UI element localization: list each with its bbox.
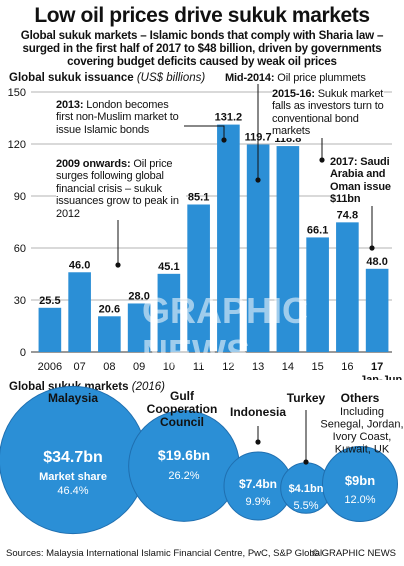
market-share-label: Market share <box>39 471 107 483</box>
annotation-2017: 2017: Saudi Arabia and Oman issue $11bn <box>330 156 400 206</box>
market-value: $19.6bn <box>158 447 210 463</box>
market-value: $7.4bn <box>239 477 277 491</box>
x-tick-label: 16 <box>341 361 353 373</box>
annotation-mid-2014-head: Mid-2014: <box>225 72 275 84</box>
bar <box>246 144 270 352</box>
y-tick-label: 0 <box>20 347 26 359</box>
annotation-dot <box>115 262 121 268</box>
market-bubble <box>322 446 398 522</box>
market-sublabel: Ivory Coast, <box>333 431 392 443</box>
x-tick-sublabel: Jan-Jun <box>360 374 402 380</box>
market-sublabel: Kuwait, UK <box>335 444 390 456</box>
annotation-2015-16: 2015-16: Sukuk market falls as investors… <box>272 88 384 138</box>
y-tick-label: 30 <box>14 295 26 307</box>
market-share: 46.4% <box>57 485 88 497</box>
annotation-mid-2014: Mid-2014: Oil price plummets <box>225 72 366 85</box>
market-share: 9.9% <box>245 496 270 508</box>
y-tick-label: 120 <box>8 139 26 151</box>
page-subtitle: Global sukuk markets – Islamic bonds tha… <box>20 29 384 68</box>
annotation-2009-head: 2009 onwards: <box>56 158 131 170</box>
bar <box>127 303 151 352</box>
market-name: Cooperation <box>147 402 218 416</box>
y-tick-label: 150 <box>8 87 26 99</box>
x-tick-label: 14 <box>282 361 294 373</box>
data-label: 20.6 <box>99 303 120 315</box>
market-sublabel: Senegal, Jordan, <box>320 419 403 431</box>
data-label: 131.2 <box>215 112 243 124</box>
annotation-2015-16-text: Sukuk market falls as investors turn to … <box>272 88 384 138</box>
annotation-mid-2014-text: Oil price plummets <box>277 72 366 84</box>
x-tick-label: 09 <box>133 361 145 373</box>
y-tick-label: 60 <box>14 243 26 255</box>
x-tick-label: 10 <box>163 361 175 373</box>
market-share: 5.5% <box>293 500 318 512</box>
x-tick-label: 08 <box>103 361 115 373</box>
market-name: Council <box>160 415 204 429</box>
market-name: Indonesia <box>230 405 286 419</box>
x-tick-label: 13 <box>252 361 264 373</box>
market-name: Turkey <box>287 391 326 405</box>
x-tick-label: 12 <box>222 361 234 373</box>
data-label: 74.8 <box>337 209 358 221</box>
bar <box>365 268 389 352</box>
x-tick-label: 2006 <box>38 361 62 373</box>
data-label: 28.0 <box>128 290 149 302</box>
bar <box>276 146 300 352</box>
data-label: 48.0 <box>366 256 387 268</box>
annotation-dot <box>221 137 227 143</box>
market-share: 12.0% <box>344 494 375 506</box>
x-tick-label: 11 <box>193 361 204 373</box>
data-label: 85.1 <box>188 191 209 203</box>
bar <box>98 316 121 352</box>
bar <box>187 204 210 352</box>
market-leader-dot <box>303 459 309 465</box>
market-value: $34.7bn <box>43 449 103 466</box>
market-value: $4.1bn <box>289 483 324 495</box>
market-name: Others <box>341 391 380 405</box>
market-share: 26.2% <box>168 470 199 482</box>
annotation-dot <box>319 157 325 163</box>
sources-footer: Sources: Malaysia International Islamic … <box>6 548 323 559</box>
bar <box>68 272 91 352</box>
bar <box>217 124 240 352</box>
annotation-2009: 2009 onwards: Oil price surges following… <box>56 158 186 221</box>
credit-footer: © GRAPHIC NEWS <box>311 548 396 559</box>
data-label: 25.5 <box>39 295 60 307</box>
issuance-unit: (US$ billions) <box>136 72 206 84</box>
annotation-2009-text: Oil price surges following global financ… <box>56 158 179 220</box>
data-label: 46.0 <box>69 259 90 271</box>
annotation-2013-text: London becomes first non-Muslim market t… <box>56 99 179 136</box>
annotation-dot <box>255 177 261 183</box>
annotation-2013: 2013: London becomes first non-Muslim ma… <box>56 99 184 137</box>
issuance-label: Global sukuk issuance <box>9 72 134 84</box>
bar <box>336 222 359 352</box>
annotation-2013-head: 2013: <box>56 99 84 111</box>
market-name: Malaysia <box>48 391 98 405</box>
x-tick-label: 15 <box>312 361 324 373</box>
market-sublabel: Including <box>340 406 384 418</box>
x-tick-label: 07 <box>74 361 86 373</box>
market-leader-dot <box>255 439 261 445</box>
market-name: Gulf <box>170 389 195 403</box>
y-tick-label: 90 <box>14 191 26 203</box>
annotation-dot <box>369 245 375 251</box>
x-tick-label: 17 <box>371 361 383 373</box>
data-label: 66.1 <box>307 224 328 236</box>
bar <box>157 273 181 352</box>
data-label: 45.1 <box>158 261 179 273</box>
markets-year: (2016) <box>131 381 165 393</box>
market-value: $9bn <box>345 473 375 488</box>
bar <box>306 237 329 352</box>
annotation-2017-head: 2017: Saudi Arabia and Oman issue $11bn <box>330 156 391 206</box>
bar <box>38 307 62 352</box>
issuance-section-label: Global sukuk issuance (US$ billions) <box>9 72 205 84</box>
page-title: Low oil prices drive sukuk markets <box>34 4 370 27</box>
annotation-2015-16-head: 2015-16: <box>272 88 315 100</box>
